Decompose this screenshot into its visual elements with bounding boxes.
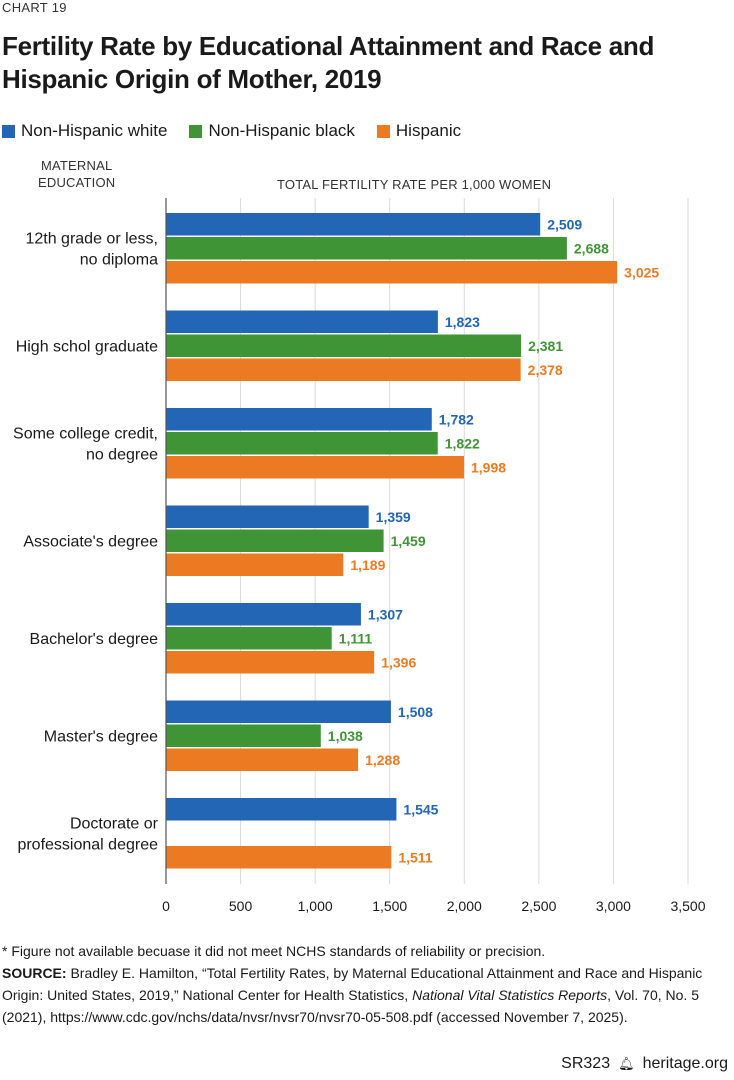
legend-swatch-white xyxy=(2,124,15,138)
bar-chart: 2,509 2,688 3,025 12th grade or less, no dip… xyxy=(13,198,706,914)
data-label-hispanic: 1,396 xyxy=(381,654,416,670)
value-axis-title: TOTAL FERTILITY RATE PER 1,000 WOMEN xyxy=(277,177,552,192)
x-tick-label: 3,500 xyxy=(670,898,705,914)
category-label: Bachelor's degree xyxy=(30,631,159,648)
bar-hispanic xyxy=(166,358,521,381)
data-label-white: 1,307 xyxy=(368,606,403,622)
x-tick-label: 1,000 xyxy=(298,898,333,914)
data-label-black: 2,688 xyxy=(574,240,609,256)
bar-white xyxy=(166,700,391,723)
data-label-hispanic: 1,189 xyxy=(350,557,385,573)
bar-white xyxy=(166,310,438,333)
data-label-black: 1,822 xyxy=(445,435,480,451)
legend-label-white: Non-Hispanic white xyxy=(21,121,168,140)
category-label: no diploma xyxy=(80,252,158,269)
category-axis-title-line: MATERNAL xyxy=(40,158,113,173)
data-label-hispanic: 1,998 xyxy=(471,459,506,475)
bar-black xyxy=(166,627,332,650)
category-label: no degree xyxy=(86,447,158,464)
chart-number: CHART 19 xyxy=(2,0,67,15)
x-tick-label: 3,000 xyxy=(596,898,631,914)
x-tick-label: 1,500 xyxy=(372,898,407,914)
data-label-hispanic: 1,511 xyxy=(398,849,432,865)
data-label-white: 1,359 xyxy=(376,509,411,525)
bar-white xyxy=(166,505,369,528)
source-text-end: , Vol. 70, No. 5 (2021), https://www.cdc… xyxy=(2,987,699,1025)
source-publication: National Vital Statistics Reports xyxy=(412,987,608,1003)
data-label-hispanic: 1,288 xyxy=(365,752,400,768)
category-label: Some college credit, xyxy=(13,426,158,443)
x-tick-label: 0 xyxy=(162,898,170,914)
bar-black xyxy=(166,529,384,552)
category-label: High schol graduate xyxy=(16,339,158,356)
x-tick-label: 2,000 xyxy=(447,898,482,914)
data-label-white: 1,782 xyxy=(439,411,474,427)
heritage-bell-icon: 🔔︎ xyxy=(618,1056,635,1071)
bar-hispanic xyxy=(166,553,344,576)
bar-black xyxy=(166,724,321,747)
bar-white xyxy=(166,798,397,821)
legend-item-white: Non-Hispanic white xyxy=(2,121,167,141)
data-label-black: 1,038 xyxy=(328,728,363,744)
legend-swatch-black xyxy=(189,124,203,138)
site-link[interactable]: heritage.org xyxy=(642,1055,728,1072)
bar-hispanic xyxy=(166,846,392,869)
data-label-white: 1,508 xyxy=(398,704,433,720)
legend: Non-Hispanic white Non-Hispanic black Hi… xyxy=(2,120,483,142)
category-label: Master's degree xyxy=(44,729,158,746)
source-citation: SOURCE: Bradley E. Hamilton, “Total Fert… xyxy=(2,962,730,1028)
category-label: professional degree xyxy=(17,837,158,854)
data-label-white: 2,509 xyxy=(547,216,582,232)
bar-white xyxy=(166,603,361,626)
data-label-hispanic: 2,378 xyxy=(528,362,563,378)
bar-white xyxy=(166,213,541,236)
category-label: Doctorate or xyxy=(70,816,159,833)
footer: SR323 🔔︎ heritage.org xyxy=(561,1055,728,1073)
legend-label-hispanic: Hispanic xyxy=(395,121,462,140)
legend-item-hispanic: Hispanic xyxy=(376,121,462,141)
footnote: * Figure not available becuase it did no… xyxy=(2,940,730,1028)
chart-title: Fertility Rate by Educational Attainment… xyxy=(2,31,655,94)
category-label: Associate's degree xyxy=(23,534,158,551)
bar-black xyxy=(166,237,567,260)
bar-white xyxy=(166,408,432,431)
legend-item-black: Non-Hispanic black xyxy=(189,121,355,141)
data-label-black: 1,111 xyxy=(339,630,373,646)
bar-hispanic xyxy=(166,456,464,479)
source-text: Bradley E. Hamilton, “Total Fertility Ra… xyxy=(2,965,703,1003)
bar-hispanic xyxy=(166,261,618,284)
bar-black xyxy=(166,334,522,357)
data-label-white: 1,823 xyxy=(445,314,480,330)
x-tick-label: 2,500 xyxy=(521,898,556,914)
category-axis-title-line: EDUCATION xyxy=(38,175,116,190)
x-tick-label: 500 xyxy=(229,898,253,914)
bar-black xyxy=(166,432,438,455)
bar-hispanic xyxy=(166,748,359,771)
data-label-black: 1,459 xyxy=(391,533,426,549)
legend-swatch-hispanic xyxy=(376,124,390,138)
category-label: 12th grade or less, xyxy=(25,231,158,248)
footnote-note: * Figure not available becuase it did no… xyxy=(2,943,546,959)
data-label-hispanic: 3,025 xyxy=(624,264,659,280)
data-label-white: 1,545 xyxy=(403,801,438,817)
data-label-black: 2,381 xyxy=(528,338,563,354)
category-axis-title: MATERNAL EDUCATION xyxy=(38,157,115,191)
bar-hispanic xyxy=(166,651,375,674)
report-id: SR323 xyxy=(561,1055,611,1072)
source-label: SOURCE: xyxy=(2,965,67,981)
legend-label-black: Non-Hispanic black xyxy=(208,121,355,140)
